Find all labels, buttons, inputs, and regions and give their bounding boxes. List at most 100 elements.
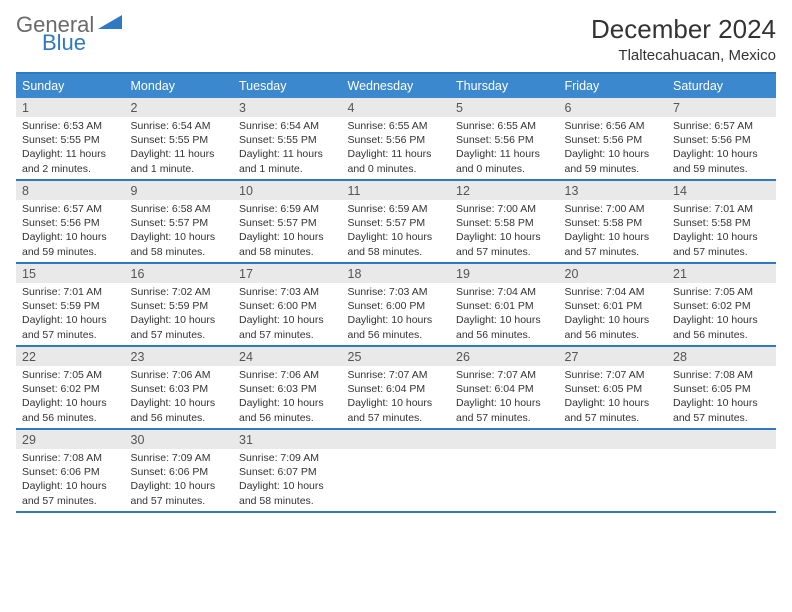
day-cell: Sunrise: 7:06 AMSunset: 6:03 PMDaylight:… (125, 366, 234, 428)
day-number: 4 (342, 98, 451, 117)
day-number: 19 (450, 264, 559, 283)
day-header: Sunday (16, 74, 125, 98)
daylight-text: Daylight: 11 hours and 1 minute. (239, 147, 336, 175)
sunrise-text: Sunrise: 7:04 AM (456, 285, 553, 299)
day-number: 11 (342, 181, 451, 200)
day-cell: Sunrise: 7:01 AMSunset: 5:58 PMDaylight:… (667, 200, 776, 262)
day-cell: Sunrise: 7:04 AMSunset: 6:01 PMDaylight:… (559, 283, 668, 345)
day-number: 31 (233, 430, 342, 449)
day-cell: Sunrise: 7:06 AMSunset: 6:03 PMDaylight:… (233, 366, 342, 428)
day-cell: Sunrise: 6:56 AMSunset: 5:56 PMDaylight:… (559, 117, 668, 179)
day-cell: Sunrise: 7:05 AMSunset: 6:02 PMDaylight:… (16, 366, 125, 428)
sunrise-text: Sunrise: 7:01 AM (22, 285, 119, 299)
day-body-row: Sunrise: 6:57 AMSunset: 5:56 PM Daylight:… (16, 200, 776, 262)
sunset-text: Sunset: 6:02 PM (673, 299, 770, 313)
daylight-text: Daylight: 10 hours and 56 minutes. (673, 313, 770, 341)
sunrise-text: Sunrise: 7:03 AM (239, 285, 336, 299)
sunrise-text: Sunrise: 6:57 AM (22, 202, 119, 216)
daylight-text: Daylight: 10 hours and 59 minutes. (673, 147, 770, 175)
day-number (559, 430, 668, 449)
sunrise-text: Sunrise: 7:07 AM (565, 368, 662, 382)
day-body-row: Sunrise: 7:05 AMSunset: 6:02 PMDaylight:… (16, 366, 776, 428)
day-cell (450, 449, 559, 511)
sunset-text: Sunset: 5:56 PM (456, 133, 553, 147)
day-cell: Sunrise: 7:00 AMSunset: 5:58 PMDaylight:… (450, 200, 559, 262)
day-cell: Sunrise: 7:07 AMSunset: 6:04 PMDaylight:… (342, 366, 451, 428)
day-cell: Sunrise: 6:57 AMSunset: 5:56 PMDaylight:… (16, 200, 125, 262)
daylight-text: Daylight: 10 hours and 58 minutes. (239, 479, 336, 507)
day-header: Tuesday (233, 74, 342, 98)
day-number: 21 (667, 264, 776, 283)
daylight-text: Daylight: 10 hours and 57 minutes. (565, 396, 662, 424)
daylight-text: Daylight: 10 hours and 57 minutes. (456, 396, 553, 424)
day-cell: Sunrise: 6:59 AMSunset: 5:57 PMDaylight:… (233, 200, 342, 262)
daylight-text: Daylight: 10 hours and 56 minutes. (348, 313, 445, 341)
daylight-text: Daylight: 10 hours and 57 minutes. (673, 230, 770, 258)
daylight-text: Daylight: 11 hours and 0 minutes. (456, 147, 553, 175)
day-cell (667, 449, 776, 511)
sunset-text: Sunset: 6:04 PM (456, 382, 553, 396)
sunrise-text: Sunrise: 6:59 AM (239, 202, 336, 216)
daylight-text: Daylight: 10 hours and 57 minutes. (456, 230, 553, 258)
day-cell: Sunrise: 6:55 AMSunset: 5:56 PMDaylight:… (450, 117, 559, 179)
day-cell: Sunrise: 6:55 AMSunset: 5:56 PMDaylight:… (342, 117, 451, 179)
day-number-row: 15161718192021 (16, 264, 776, 283)
day-number: 9 (125, 181, 234, 200)
daylight-text: Daylight: 10 hours and 58 minutes. (239, 230, 336, 258)
day-cell: Sunrise: 7:02 AMSunset: 5:59 PMDaylight:… (125, 283, 234, 345)
sunset-text: Sunset: 6:06 PM (22, 465, 119, 479)
logo-triangle-icon (98, 15, 122, 33)
day-number-row: 293031 (16, 430, 776, 449)
day-number: 22 (16, 347, 125, 366)
day-number: 16 (125, 264, 234, 283)
sunset-text: Sunset: 5:59 PM (131, 299, 228, 313)
daylight-text: Daylight: 10 hours and 57 minutes. (348, 396, 445, 424)
daylight-text: Daylight: 10 hours and 57 minutes. (673, 396, 770, 424)
sunset-text: Sunset: 5:57 PM (131, 216, 228, 230)
brand-word-2: Blue (42, 32, 122, 54)
day-cell: Sunrise: 7:03 AMSunset: 6:00 PMDaylight:… (233, 283, 342, 345)
day-cell (342, 449, 451, 511)
day-number: 3 (233, 98, 342, 117)
daylight-text: Daylight: 10 hours and 56 minutes. (22, 396, 119, 424)
sunrise-text: Sunrise: 6:58 AM (131, 202, 228, 216)
day-number (342, 430, 451, 449)
title-month: December 2024 (591, 14, 776, 45)
sunrise-text: Sunrise: 7:02 AM (131, 285, 228, 299)
sunset-text: Sunset: 6:06 PM (131, 465, 228, 479)
day-header: Friday (559, 74, 668, 98)
day-cell: Sunrise: 6:57 AMSunset: 5:56 PMDaylight:… (667, 117, 776, 179)
sunset-text: Sunset: 5:55 PM (22, 133, 119, 147)
day-number: 24 (233, 347, 342, 366)
day-header: Thursday (450, 74, 559, 98)
sunset-text: Sunset: 6:01 PM (456, 299, 553, 313)
sunrise-text: Sunrise: 7:01 AM (673, 202, 770, 216)
day-cell: Sunrise: 7:08 AMSunset: 6:05 PMDaylight:… (667, 366, 776, 428)
sunset-text: Sunset: 5:58 PM (565, 216, 662, 230)
day-number: 15 (16, 264, 125, 283)
day-header-row: SundayMondayTuesdayWednesdayThursdayFrid… (16, 74, 776, 98)
daylight-text: Daylight: 10 hours and 56 minutes. (239, 396, 336, 424)
sunset-text: Sunset: 5:55 PM (131, 133, 228, 147)
day-number: 28 (667, 347, 776, 366)
sunrise-text: Sunrise: 6:57 AM (673, 119, 770, 133)
day-number: 20 (559, 264, 668, 283)
sunrise-text: Sunrise: 7:05 AM (22, 368, 119, 382)
sunset-text: Sunset: 5:58 PM (456, 216, 553, 230)
daylight-text: Daylight: 10 hours and 57 minutes. (239, 313, 336, 341)
sunset-text: Sunset: 5:56 PM (22, 216, 119, 230)
sunset-text: Sunset: 5:58 PM (673, 216, 770, 230)
title-block: December 2024 Tlaltecahuacan, Mexico (591, 14, 776, 64)
sunset-text: Sunset: 6:02 PM (22, 382, 119, 396)
sunset-text: Sunset: 5:56 PM (565, 133, 662, 147)
day-cell: Sunrise: 6:58 AMSunset: 5:57 PMDaylight:… (125, 200, 234, 262)
week-row: 15161718192021 Sunrise: 7:01 AM Sunset: 5:… (16, 264, 776, 347)
week-row: 1234567Sunrise: 6:53 AMSunset: 5:55 PMDa… (16, 98, 776, 181)
sunrise-text: Sunrise: 7:07 AM (456, 368, 553, 382)
sunrise-text: Sunrise: 6:54 AM (239, 119, 336, 133)
sunrise-text: Sunrise: 7:09 AM (131, 451, 228, 465)
daylight-text: Daylight: 11 hours and 1 minute. (131, 147, 228, 175)
day-body-row: Sunrise: 7:01 AM Sunset: 5:59 PM Daylight:… (16, 283, 776, 345)
sunrise-text: Sunrise: 7:06 AM (239, 368, 336, 382)
daylight-text: Daylight: 10 hours and 57 minutes. (22, 313, 119, 341)
